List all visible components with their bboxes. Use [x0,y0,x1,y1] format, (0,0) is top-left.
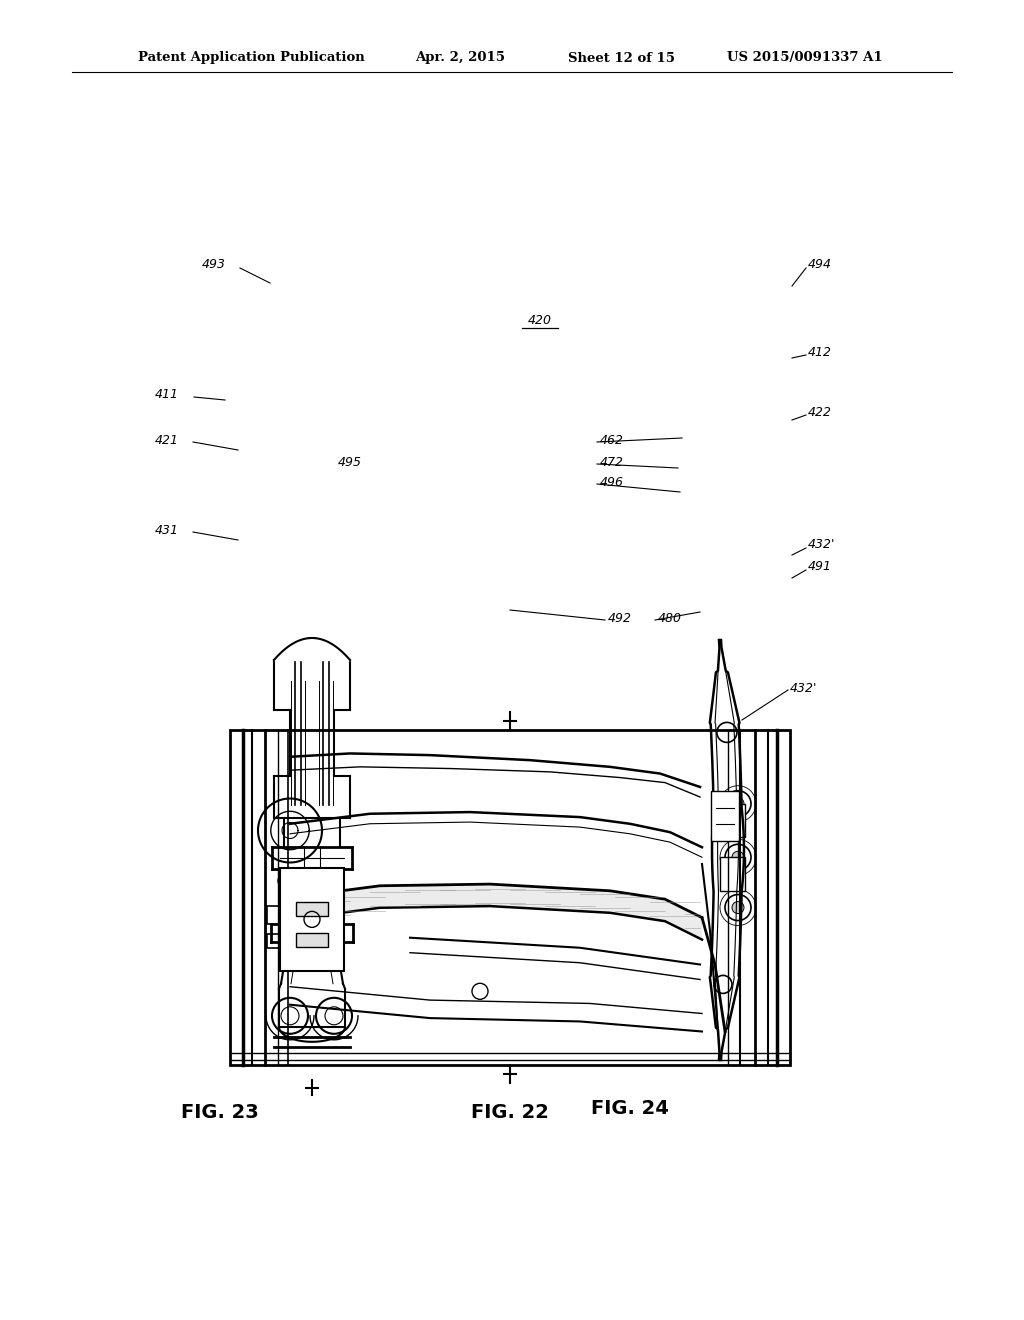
Text: 420: 420 [528,314,552,326]
Bar [296,933,328,948]
Bar [267,933,292,948]
Circle shape [282,878,288,884]
Bar [720,857,745,891]
Text: 432': 432' [808,539,836,552]
Text: 491: 491 [808,561,831,573]
Text: 431: 431 [155,524,179,536]
Text: Apr. 2, 2015: Apr. 2, 2015 [415,51,505,65]
Bar [711,792,739,841]
Text: 472: 472 [600,455,624,469]
Bar [230,730,790,1065]
Text: 422: 422 [808,405,831,418]
Text: 480: 480 [658,611,682,624]
Text: Patent Application Publication: Patent Application Publication [138,51,365,65]
Text: 412: 412 [808,346,831,359]
Text: 462: 462 [600,433,624,446]
Text: FIG. 22: FIG. 22 [471,1104,549,1122]
Text: 492: 492 [608,611,632,624]
Text: FIG. 23: FIG. 23 [181,1104,259,1122]
Polygon shape [290,884,702,940]
Text: 421: 421 [155,433,179,446]
Bar [267,907,295,924]
Text: US 2015/0091337 A1: US 2015/0091337 A1 [727,51,883,65]
Circle shape [732,851,744,863]
Text: 495: 495 [338,455,362,469]
Text: 493: 493 [202,259,226,272]
Text: 432': 432' [790,681,817,694]
Text: 496: 496 [600,475,624,488]
Bar [280,867,344,972]
Circle shape [732,902,744,913]
Bar [296,902,328,916]
Bar [720,804,745,837]
Text: 411: 411 [155,388,179,401]
Circle shape [732,797,744,809]
Text: FIG. 24: FIG. 24 [591,1098,669,1118]
Text: 494: 494 [808,259,831,272]
Text: Sheet 12 of 15: Sheet 12 of 15 [568,51,675,65]
